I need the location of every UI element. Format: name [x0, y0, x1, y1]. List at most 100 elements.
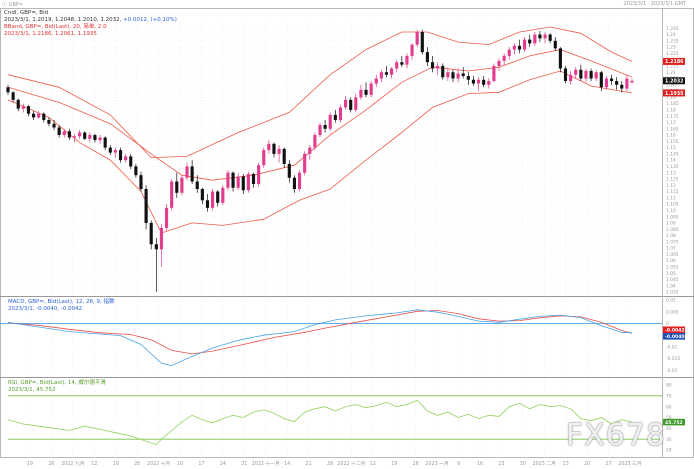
candle-body: [364, 89, 368, 95]
price-tick-label: 1.075: [666, 239, 679, 245]
x-tick-label: 2023 二月: [533, 461, 556, 467]
grid-lines: [8, 22, 662, 458]
price-tick-label: 1.135: [666, 164, 679, 170]
header-date: 2023/3/1 · 2023/3/1 GMT: [623, 1, 686, 7]
candle-body: [11, 92, 15, 100]
candle-body: [533, 34, 537, 44]
candle-body: [277, 148, 281, 154]
candle-body: [308, 147, 312, 154]
price-tick-label: 1.09: [666, 221, 676, 227]
x-tick-label: 12: [91, 461, 97, 467]
rsi-legend-title: RSI, GBP=, Bid(Last), 14, 威尔德平滑: [8, 380, 106, 386]
candle-body: [349, 99, 353, 110]
candle-body: [21, 106, 25, 109]
candle-body: [410, 44, 414, 56]
candle-body: [175, 181, 179, 193]
candle-body: [267, 143, 271, 151]
x-tick-label: 30: [520, 461, 526, 467]
candle-body: [154, 244, 158, 250]
candle-body: [108, 147, 112, 153]
candle-body: [446, 72, 450, 78]
macd-legend-values: 2023/3/1, -0.0040, -0.0042: [8, 306, 83, 312]
price-tick-label: 1.21: [666, 70, 676, 76]
x-tick-label: 19: [113, 461, 119, 467]
rsi-tick-label: 50: [666, 415, 672, 421]
candle-body: [497, 60, 501, 66]
price-tick-label: 1.15: [666, 145, 676, 151]
price-tick-label: 1.145: [666, 151, 679, 157]
rsi-tick-label: 80: [666, 383, 672, 389]
candle-body: [57, 127, 61, 136]
candle-body: [604, 78, 608, 88]
price-tick-label: 1.085: [666, 227, 679, 233]
x-tick-label: 17: [198, 461, 204, 467]
candle-body: [599, 72, 603, 88]
candle-body: [52, 123, 56, 128]
candle-body: [231, 172, 235, 188]
price-tick-label: 1.065: [666, 252, 679, 258]
candle-body: [620, 84, 624, 89]
price-legend-title: Cndl, GBP=, Bid: [4, 10, 49, 16]
price-tick-label: 1.07: [666, 246, 676, 252]
candle-body: [98, 137, 102, 141]
rsi-tick-label: 30: [666, 437, 672, 443]
candle-body: [200, 189, 204, 201]
candle-body: [523, 39, 527, 50]
price-axis-marker: [663, 77, 685, 85]
candle-body: [369, 83, 373, 95]
candle-body: [507, 49, 511, 56]
x-tick-label: 2022 十月: [147, 460, 170, 467]
candle-body: [328, 114, 332, 129]
candle-body: [236, 176, 240, 188]
candle-body: [144, 189, 148, 223]
bband-middle-line: [7, 49, 633, 181]
candle-body: [430, 62, 435, 69]
candle-body: [548, 34, 552, 41]
candle-body: [528, 39, 532, 44]
price-tick-label: 1.215: [666, 64, 679, 70]
candle-body: [415, 32, 419, 45]
price-tick-label: 1.14: [666, 158, 676, 164]
price-axis-marker-label: 1.2032: [665, 79, 684, 85]
candle-body: [461, 73, 465, 76]
x-tick-label: 10: [177, 461, 183, 467]
candle-body: [303, 153, 307, 173]
candle-body: [354, 97, 358, 110]
x-tick-label: 26: [413, 461, 419, 467]
candle-body: [609, 78, 614, 82]
candle-body: [517, 45, 522, 50]
price-tick-label: 1.055: [666, 264, 679, 270]
x-tick-label: 27: [606, 461, 612, 467]
macd-axis-marker-label: -0.0040: [665, 334, 685, 340]
candle-body: [538, 34, 542, 39]
candle-body: [226, 172, 230, 188]
x-tick-label: 31: [241, 461, 247, 467]
macd-legend-title: MACD, GBP=, Bid(Last), 12, 26, 9, 指数: [8, 299, 115, 305]
price-tick-label: 1.095: [666, 214, 679, 220]
price-tick-label: 1.245: [666, 26, 679, 32]
candle-body: [313, 135, 317, 148]
x-tick-label: 26: [48, 461, 54, 467]
candle-body: [205, 200, 210, 208]
candle-body: [124, 156, 128, 161]
price-pane: [6, 26, 634, 292]
price-tick-label: 1.225: [666, 51, 679, 57]
candle-body: [476, 79, 481, 84]
candle-body: [492, 65, 496, 82]
price-tick-label: 1.13: [666, 170, 676, 176]
candle-body: [67, 131, 71, 138]
candle-body: [297, 172, 302, 190]
candle-body: [139, 175, 143, 190]
candle-body: [103, 137, 107, 148]
candle-body: [195, 181, 199, 190]
price-legend-change: +0.0012, (+0.10%): [123, 17, 177, 23]
x-tick-label: 12: [370, 461, 376, 467]
candle-body: [6, 87, 10, 93]
x-tick-label: 20: [584, 461, 590, 467]
candle-body: [180, 177, 184, 193]
x-tick-label: 2023 三月: [618, 461, 641, 467]
rsi-axis-marker-label: 45.752: [665, 420, 683, 426]
macd-tick-label: -0.015: [666, 356, 680, 362]
macd-axis-marker: [663, 333, 685, 340]
